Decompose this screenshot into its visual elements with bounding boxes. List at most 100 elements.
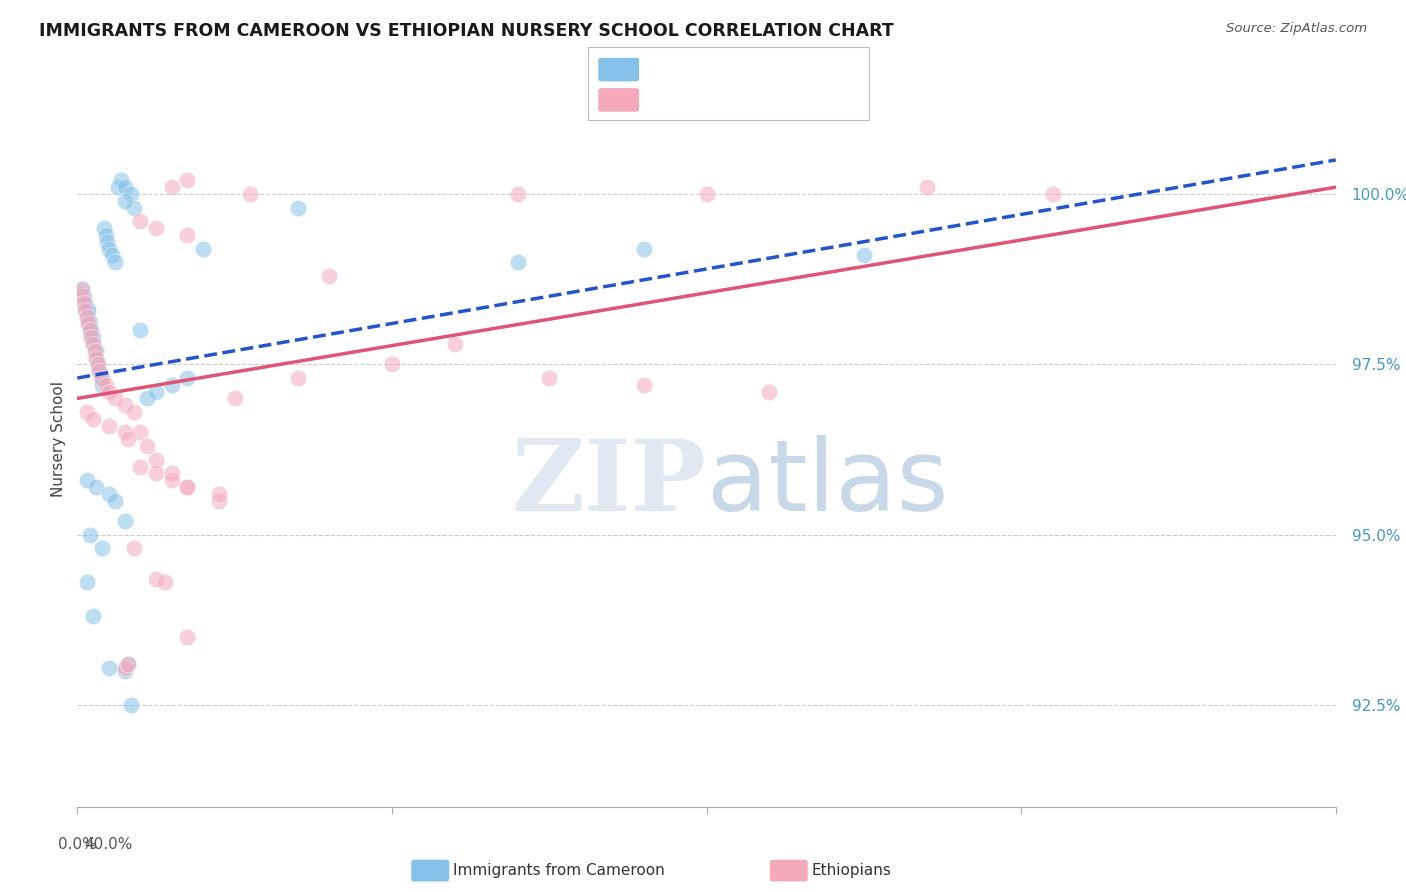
Point [208,493,231,508]
Point [89,364,111,378]
Point [506,255,529,269]
Point [538,371,561,385]
Point [120,698,142,712]
Point [76,302,98,317]
Point [84,351,107,365]
Point [75,302,97,317]
Point [104,392,127,406]
Text: IMMIGRANTS FROM CAMEROON VS ETHIOPIAN NURSERY SCHOOL CORRELATION CHART: IMMIGRANTS FROM CAMEROON VS ETHIOPIAN NU… [39,22,894,40]
Text: ZIP: ZIP [512,435,707,532]
Point [633,377,655,392]
Point [1042,187,1064,202]
Point [129,214,152,228]
Point [129,323,152,337]
Point [76,310,98,324]
Point [287,201,309,215]
Point [145,572,167,586]
Point [91,377,114,392]
Point [176,630,198,644]
Point [72,296,94,310]
Point [506,187,529,202]
Point [160,180,183,194]
Point [70,282,93,296]
Point [114,425,136,440]
Point [104,255,127,269]
Point [97,384,120,399]
Point [94,377,117,392]
Point [176,371,198,385]
Point [79,323,101,337]
Point [75,302,97,317]
Point [72,296,94,310]
Point [208,487,231,501]
Point [91,371,114,385]
Point [239,187,262,202]
Point [77,302,100,317]
Point [318,268,340,283]
Point [176,227,198,242]
Text: R = 0.461    N = 59: R = 0.461 N = 59 [644,91,806,109]
Point [82,330,104,344]
Point [114,194,136,208]
Point [90,371,112,385]
Point [145,452,167,467]
Point [87,357,110,371]
Point [82,337,104,351]
Point [80,323,103,337]
Point [93,221,115,235]
Point [91,541,114,556]
Point [120,187,142,202]
Point [79,317,101,331]
Point [84,343,107,358]
Point [191,242,215,256]
Point [114,514,136,528]
Text: Source: ZipAtlas.com: Source: ZipAtlas.com [1226,22,1367,36]
Point [75,296,97,310]
Point [160,377,183,392]
Point [129,459,152,474]
Text: Ethiopians: Ethiopians [811,863,891,878]
Point [114,180,136,194]
Point [80,330,103,344]
Point [758,384,780,399]
Point [852,248,875,262]
Point [97,242,120,256]
Point [83,343,105,358]
Point [915,180,938,194]
Point [122,201,145,215]
Point [79,323,101,337]
Point [76,310,98,324]
Point [224,392,246,406]
Point [97,487,120,501]
Point [135,392,157,406]
Point [77,317,100,331]
Text: 0.0%: 0.0% [58,837,97,852]
Point [70,282,93,296]
Point [176,480,198,494]
Point [89,364,111,378]
Point [444,337,467,351]
Point [96,235,118,249]
Point [76,575,98,590]
Point [82,337,104,351]
Point [76,473,98,487]
Point [160,467,183,481]
Point [176,173,198,187]
Point [84,480,107,494]
Point [381,357,404,371]
Point [145,384,167,399]
Point [114,660,136,674]
Point [72,289,94,303]
Point [145,221,167,235]
Point [107,180,129,194]
Point [176,480,198,494]
Point [117,657,139,672]
Point [77,317,100,331]
Point [76,405,98,419]
Point [122,541,145,556]
Text: R = 0.212    N = 59: R = 0.212 N = 59 [644,61,807,78]
Point [110,173,132,187]
Point [94,227,117,242]
Point [82,609,104,624]
Point [77,310,100,324]
